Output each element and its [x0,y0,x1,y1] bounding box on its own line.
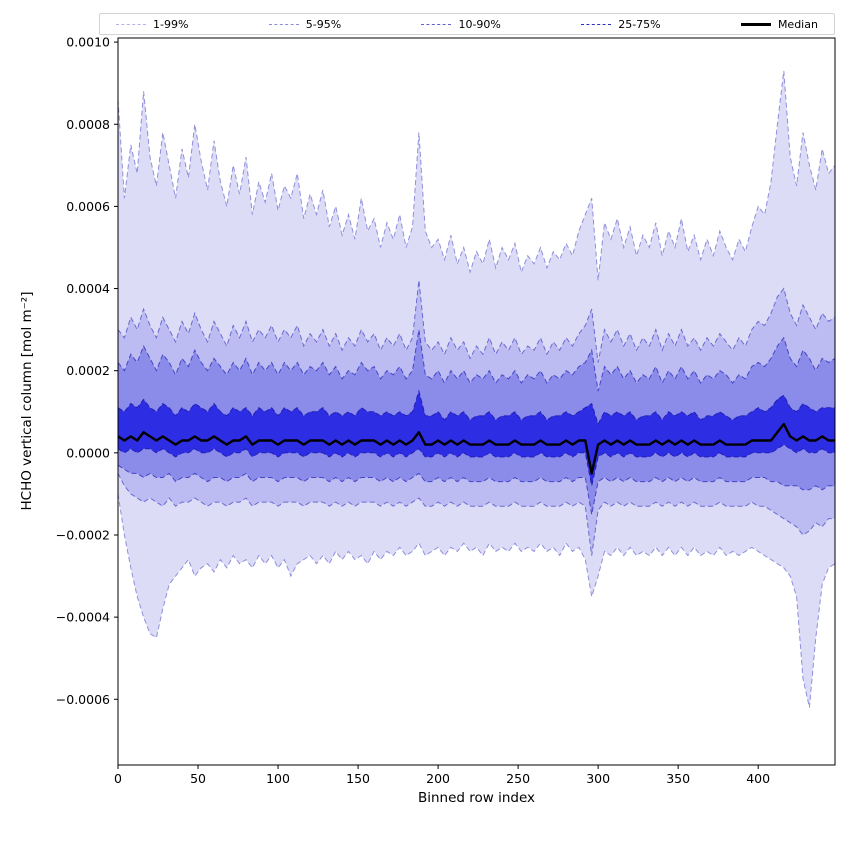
y-tick-label: −0.0002 [56,527,110,542]
x-tick-label: 400 [746,771,770,786]
legend-label: 25-75% [618,17,661,31]
legend: 1-99% 5-95% 10-90% 25-75% Median [99,13,835,35]
dashed-line-icon [116,23,146,25]
percentile-line-p75 [117,389,835,426]
y-tick-label: 0.0000 [66,445,110,460]
x-tick-label: 50 [190,771,206,786]
dashed-line-icon [268,23,299,25]
x-tick-label: 150 [346,771,370,786]
dashed-line-icon [421,23,452,25]
x-tick-label: 300 [586,771,610,786]
x-tick-label: 250 [506,771,530,786]
legend-label: 5-95% [305,17,342,31]
percentile-line-p95 [117,280,836,363]
legend-item-10-90-: 10-90% [421,17,501,31]
legend-item-5-95-: 5-95% [268,17,342,31]
y-axis-label: HCHO vertical column [mol m⁻²] [19,291,35,511]
dashed-line-icon [581,23,612,25]
legend-label: 1-99% [153,17,189,31]
y-tick-label: 0.0010 [66,35,110,50]
y-tick-label: 0.0002 [66,363,110,378]
y-tick-label: −0.0006 [56,692,110,707]
solid-line-icon [740,22,771,26]
x-axis-label: Binned row index [417,790,536,806]
legend-item-25-75-: 25-75% [581,17,661,31]
percentile-line-p5 [117,473,835,556]
percentile-line-p99 [117,70,836,281]
y-tick-label: 0.0004 [66,281,110,296]
legend-item-1-99-: 1-99% [116,18,188,31]
y-tick-label: 0.0006 [66,199,110,214]
percentile-line-p90 [117,329,836,392]
x-tick-label: 0 [114,771,122,786]
percentile-line-p1 [117,493,836,708]
legend-label: Median [777,17,818,31]
y-tick-label: 0.0008 [66,117,110,132]
band-25-75% [118,391,835,486]
y-tick-label: −0.0004 [56,610,110,625]
axes-frame [117,37,836,766]
percentile-line-p10 [117,464,835,515]
percentile-line-p25 [117,444,835,486]
x-tick-label: 350 [666,771,690,786]
x-tick-label: 200 [426,771,450,786]
legend-item-median: Median [740,17,818,31]
median-line [117,422,835,475]
legend-label: 10-90% [458,17,501,31]
x-tick-label: 100 [266,771,290,786]
